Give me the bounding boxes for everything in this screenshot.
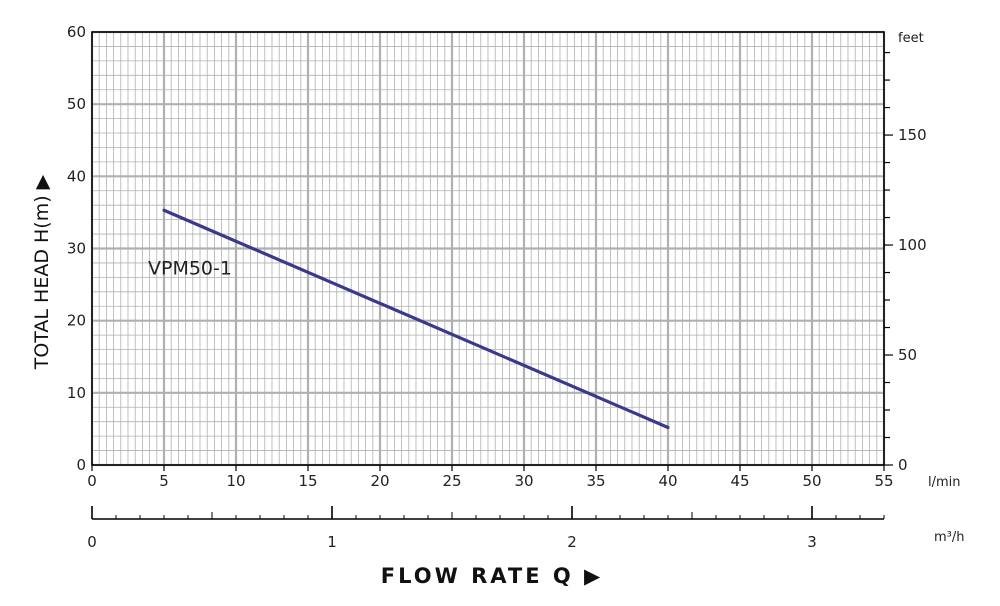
plot-frame (91, 31, 885, 466)
x-tick-label: 15 (298, 472, 317, 490)
y-tick-label: 0 (76, 456, 86, 474)
y-tick-label: 50 (67, 95, 86, 113)
y-tick-label: 10 (67, 384, 86, 402)
x-tick-label: 25 (442, 472, 461, 490)
x2-axis-unit: m³/h (934, 530, 965, 545)
x-tick-label: 5 (159, 472, 169, 490)
y2-tick-label: 100 (898, 236, 927, 254)
x-axis-unit: l/min (928, 475, 961, 490)
x2-tick-label: 0 (87, 533, 97, 551)
x2-tick-label: 2 (567, 533, 577, 551)
y-tick-label: 40 (67, 167, 86, 185)
axes (91, 31, 893, 520)
x2-tick-label: 1 (327, 533, 337, 551)
x-tick-label: 40 (658, 472, 677, 490)
tick-labels: 0 5 10 15 20 25 30 35 40 45 50 55010203040506005010… (67, 23, 927, 551)
series-line-vpm50-1 (162, 208, 670, 430)
x-axis-title: FLOW RATE Q ▶ (381, 564, 603, 588)
y2-tick-label: 50 (898, 346, 917, 364)
x-tick-label: 0 (87, 472, 97, 490)
x-tick-label: 35 (586, 472, 605, 490)
y-tick-label: 30 (67, 240, 86, 258)
grid (90, 30, 886, 467)
x-tick-label: 45 (730, 472, 749, 490)
x-tick-label: 10 (226, 472, 245, 490)
series: VPM50-1 (148, 208, 670, 430)
y2-tick-label: 0 (898, 456, 908, 474)
y2-tick-label: 150 (898, 126, 927, 144)
x-tick-label: 55 (874, 472, 893, 490)
y2-axis-unit: feet (898, 31, 924, 46)
x-tick-label: 50 (802, 472, 821, 490)
x-tick-label: 30 (514, 472, 533, 490)
y-tick-label: 20 (67, 312, 86, 330)
x2-tick-label: 3 (807, 533, 817, 551)
series-label: VPM50-1 (148, 257, 232, 279)
y-axis-title: TOTAL HEAD H(m) ▶ (31, 174, 53, 370)
y-tick-label: 60 (67, 23, 86, 41)
x-tick-label: 20 (370, 472, 389, 490)
